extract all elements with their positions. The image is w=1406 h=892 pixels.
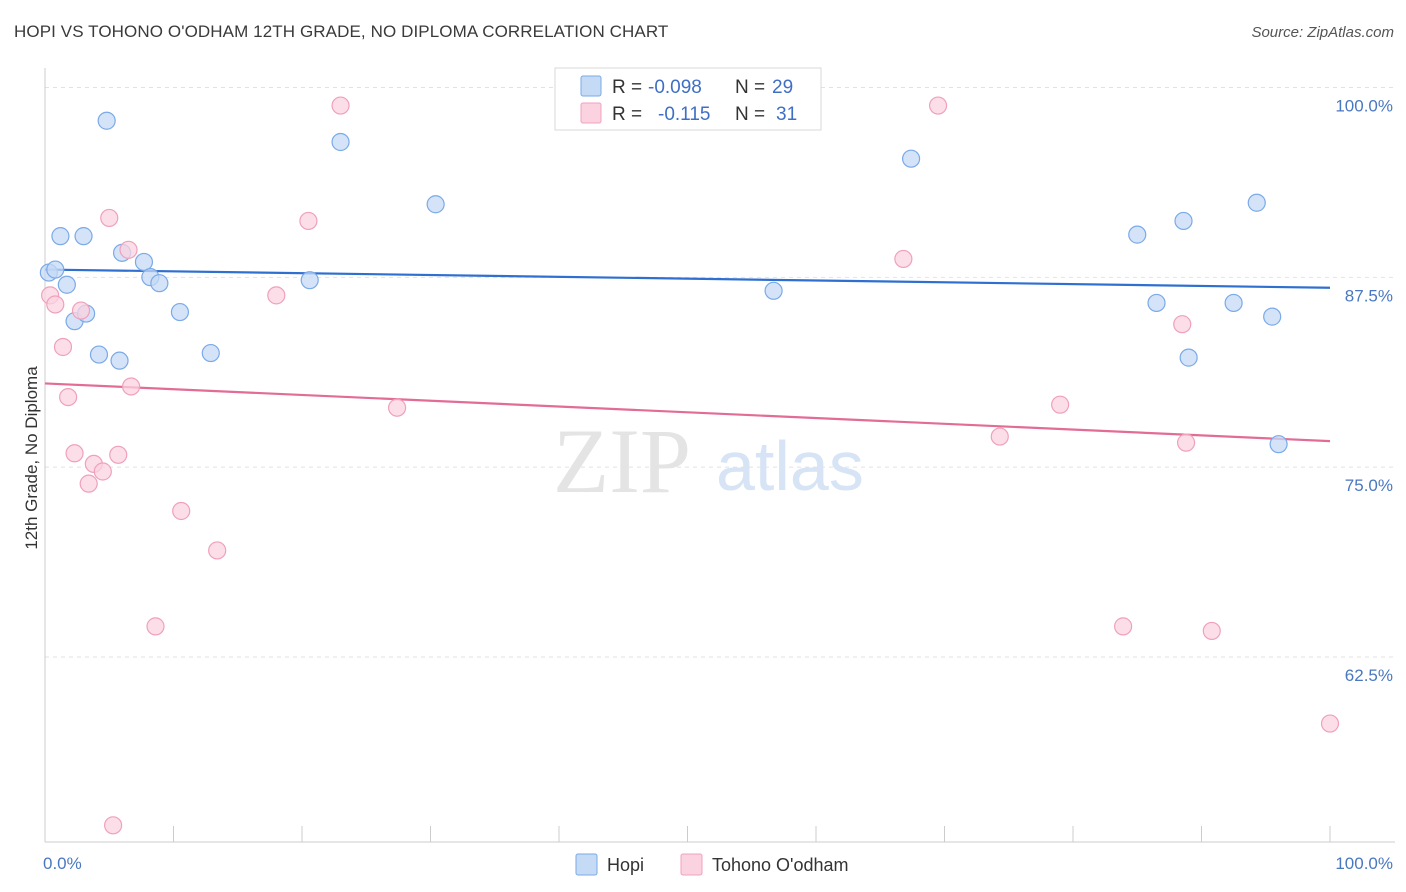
hopi-point	[51, 227, 70, 246]
hopi-point	[134, 252, 154, 272]
hopi-point	[57, 275, 76, 294]
watermark-zip: ZIP	[553, 410, 691, 512]
hopi-trend-line	[44, 268, 1331, 289]
hopi-point	[1269, 435, 1288, 454]
hopi-point	[1147, 293, 1166, 313]
legend-r-value-1: -0.098	[648, 77, 702, 98]
tohono-point	[299, 211, 318, 231]
tohono-point	[267, 286, 286, 305]
y-tick-label: 62.5%	[1345, 666, 1393, 685]
bottom-legend-label-hopi: Hopi	[607, 855, 644, 875]
tohono-point	[172, 501, 191, 521]
hopi-point	[1128, 225, 1147, 244]
tohono-point	[119, 240, 138, 259]
tohono-point	[1176, 433, 1196, 452]
hopi-point	[901, 149, 921, 168]
watermark: ZIP atlas	[553, 410, 864, 512]
legend-swatch-tohono	[580, 102, 602, 124]
tohono-point	[331, 96, 350, 115]
grid	[45, 87, 1395, 658]
trend-lines	[44, 268, 1331, 443]
tohono-point	[894, 249, 913, 269]
hopi-point	[74, 227, 93, 246]
hopi-point	[331, 132, 350, 152]
tohono-point	[104, 816, 123, 835]
legend: R = -0.098 N = 29 R = -0.115 N = 31	[554, 67, 822, 131]
tohono-point	[121, 377, 141, 396]
hopi-point	[46, 260, 65, 279]
tohono-point	[1114, 617, 1133, 636]
tohono-trend-line	[44, 382, 1331, 443]
tohono-point	[109, 445, 128, 464]
y-tick-label: 100.0%	[1335, 97, 1393, 116]
legend-n-label-2: N =	[735, 104, 765, 125]
hopi-point	[1263, 307, 1282, 326]
tick-labels: 100.0% 87.5% 75.0% 62.5% 0.0% 100.0%	[43, 97, 1393, 873]
legend-r-label-1: R =	[612, 77, 642, 98]
bottom-legend-swatch-tohono	[680, 853, 703, 876]
bottom-legend: Hopi Tohono O'odham	[575, 853, 849, 876]
hopi-point	[201, 343, 220, 363]
tohono-point	[1173, 315, 1192, 334]
tohono-point	[990, 427, 1009, 446]
hopi-point	[764, 281, 783, 300]
tohono-point	[59, 387, 78, 407]
tohono-point	[65, 444, 84, 463]
tohono-point	[208, 541, 227, 560]
tohono-point	[387, 398, 407, 417]
data-points	[39, 96, 1340, 835]
hopi-point	[300, 271, 319, 290]
y-tick-label: 87.5%	[1345, 286, 1393, 305]
bottom-legend-swatch-hopi	[575, 853, 598, 876]
chart-title: HOPI VS TOHONO O'ODHAM 12TH GRADE, NO DI…	[14, 22, 669, 41]
tohono-point	[1202, 621, 1221, 641]
tohono-point	[1320, 714, 1340, 733]
x-tick-label-min: 0.0%	[43, 854, 82, 873]
legend-swatch-hopi	[580, 75, 602, 97]
hopi-point	[97, 111, 116, 130]
hopi-point	[110, 351, 129, 370]
hopi-point	[170, 302, 190, 322]
tohono-point	[93, 462, 112, 481]
bottom-legend-label-tohono: Tohono O'odham	[712, 855, 849, 875]
watermark-atlas: atlas	[716, 427, 864, 505]
hopi-point	[1224, 293, 1243, 313]
hopi-point	[150, 274, 169, 293]
hopi-point	[1247, 193, 1266, 212]
tohono-point	[46, 295, 65, 314]
legend-r-value-2: -0.115	[658, 104, 710, 125]
axes	[44, 68, 1395, 843]
tohono-point	[53, 337, 73, 357]
legend-r-label-2: R =	[612, 104, 642, 125]
hopi-point	[426, 195, 445, 214]
x-tick-label-max: 100.0%	[1335, 854, 1393, 873]
legend-n-value-1: 29	[772, 77, 793, 98]
legend-n-value-2: 31	[776, 104, 797, 125]
tohono-point	[100, 208, 119, 228]
hopi-point	[1174, 211, 1193, 231]
tohono-point	[79, 474, 98, 493]
tohono-point	[1051, 395, 1070, 414]
hopi-point	[1179, 348, 1198, 367]
tohono-point	[928, 96, 948, 115]
tohono-point	[71, 301, 91, 320]
y-tick-label: 75.0%	[1345, 476, 1393, 495]
hopi-point	[89, 345, 109, 364]
tohono-point	[146, 617, 165, 636]
y-axis-label: 12th Grade, No Diploma	[22, 366, 41, 550]
chart-source: Source: ZipAtlas.com	[1251, 24, 1394, 41]
legend-n-label-1: N =	[735, 77, 765, 98]
